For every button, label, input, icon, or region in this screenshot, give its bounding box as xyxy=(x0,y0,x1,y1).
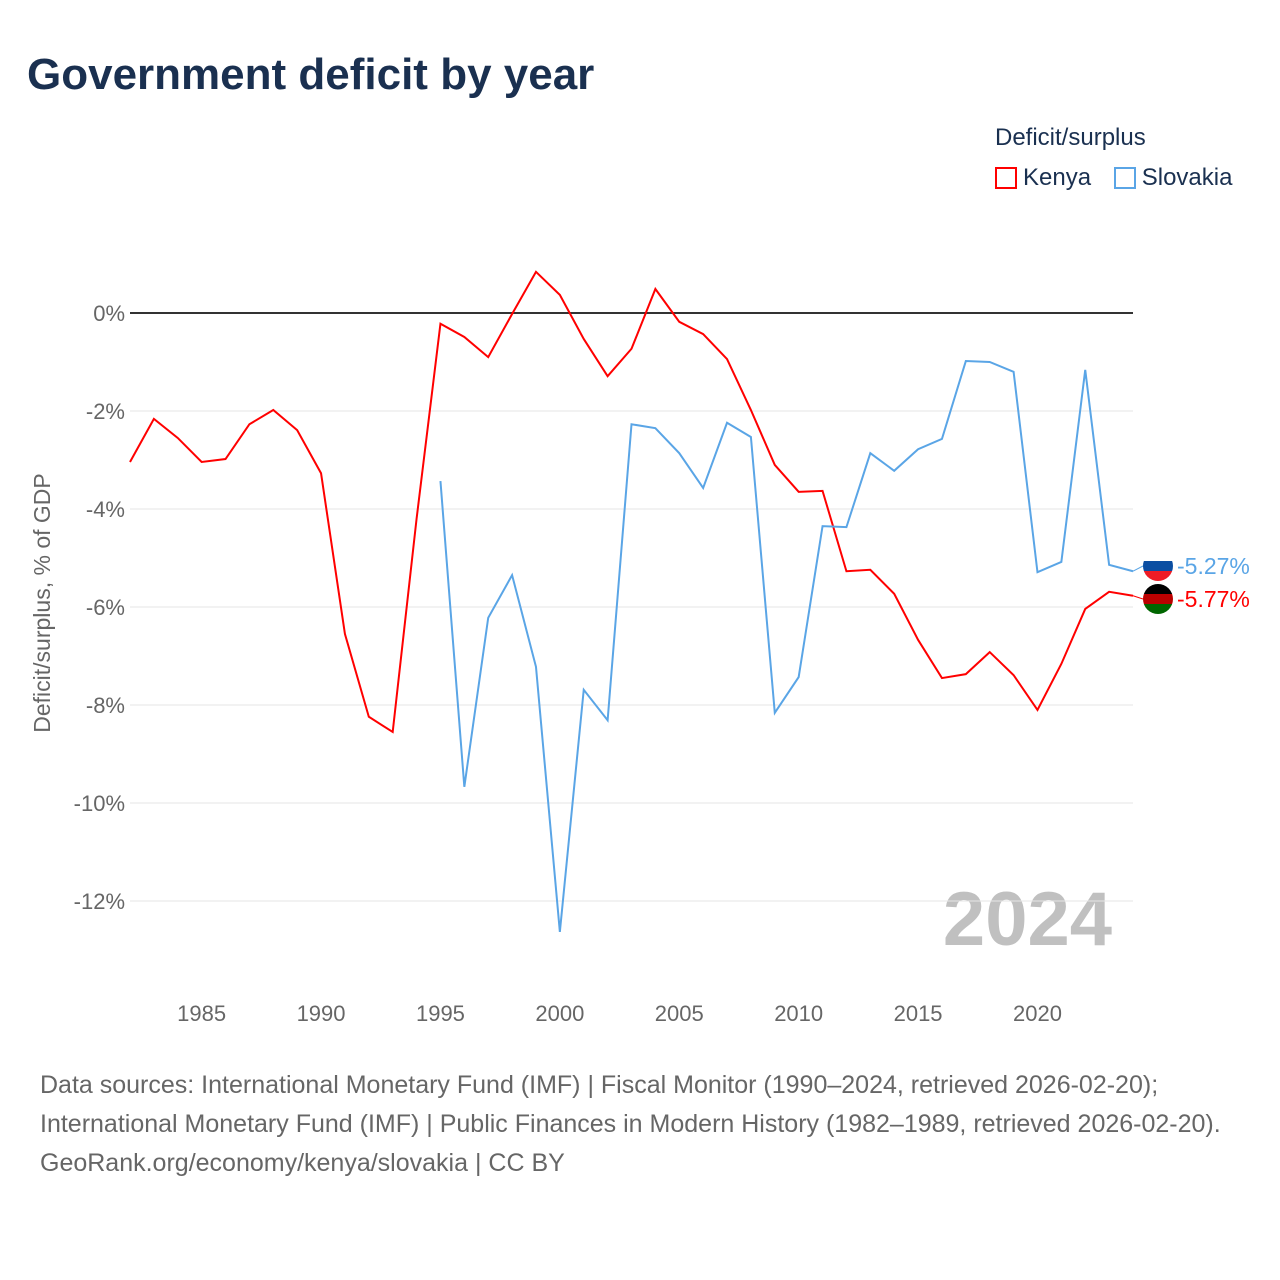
y-tick-label: 0% xyxy=(93,301,125,326)
legend-item-kenya[interactable]: Kenya xyxy=(995,164,1091,192)
y-tick-label: -6% xyxy=(86,595,125,620)
y-axis-label: Deficit/surplus, % of GDP xyxy=(29,473,55,732)
flag-kenya-icon xyxy=(1143,604,1173,614)
flag-slovakia-icon xyxy=(1143,551,1173,561)
flag-kenya-icon xyxy=(1143,594,1173,604)
plot-area: 2024 0% -2% -4% -6% -8% -10% -12% 1985 1990 1995 20… xyxy=(29,270,1250,1026)
flag-slovakia-icon xyxy=(1143,571,1173,581)
y-tick-label: -10% xyxy=(74,791,125,816)
y-tick-label: -2% xyxy=(86,399,125,424)
end-connector-slovakia xyxy=(1132,565,1144,572)
x-tick-label: 2000 xyxy=(535,1001,584,1026)
year-watermark: 2024 xyxy=(943,877,1112,962)
x-tick-label: 2020 xyxy=(1013,1001,1062,1026)
y-tick-label: -12% xyxy=(74,889,125,914)
legend-label-kenya: Kenya xyxy=(1023,164,1092,191)
legend-swatch-kenya xyxy=(995,167,1017,189)
data-sources: Data sources: International Monetary Fun… xyxy=(40,1071,1221,1138)
credit-link[interactable]: GeoRank.org/economy/kenya/slovakia | CC … xyxy=(40,1149,565,1177)
chart-title: Government deficit by year xyxy=(27,50,595,99)
series-line-slovakia xyxy=(439,359,1134,932)
footer: Data sources: International Monetary Fun… xyxy=(40,1066,1240,1183)
flag-slovakia-icon xyxy=(1143,561,1173,571)
end-connector-kenya xyxy=(1132,595,1144,600)
x-tick-label: 1995 xyxy=(416,1001,465,1026)
legend-label-slovakia: Slovakia xyxy=(1141,164,1233,191)
x-tick-label: 2010 xyxy=(774,1001,823,1026)
end-label-slovakia: -5.27% xyxy=(1177,553,1250,579)
end-label-kenya: -5.77% xyxy=(1177,586,1250,612)
x-tick-label: 1990 xyxy=(297,1001,346,1026)
legend-swatch-slovakia xyxy=(1113,167,1136,189)
legend: Deficit/surplus Kenya Slovakia xyxy=(995,124,1248,196)
y-tick-label: -4% xyxy=(86,497,125,522)
legend-title: Deficit/surplus xyxy=(995,124,1146,151)
x-tick-label: 2015 xyxy=(894,1001,943,1026)
legend-item-slovakia[interactable]: Slovakia xyxy=(1113,164,1233,192)
x-tick-label: 1985 xyxy=(177,1001,226,1026)
flag-kenya-icon xyxy=(1143,584,1173,594)
x-tick-label: 2005 xyxy=(655,1001,704,1026)
y-tick-label: -8% xyxy=(86,693,125,718)
series-line-kenya xyxy=(129,270,1134,734)
